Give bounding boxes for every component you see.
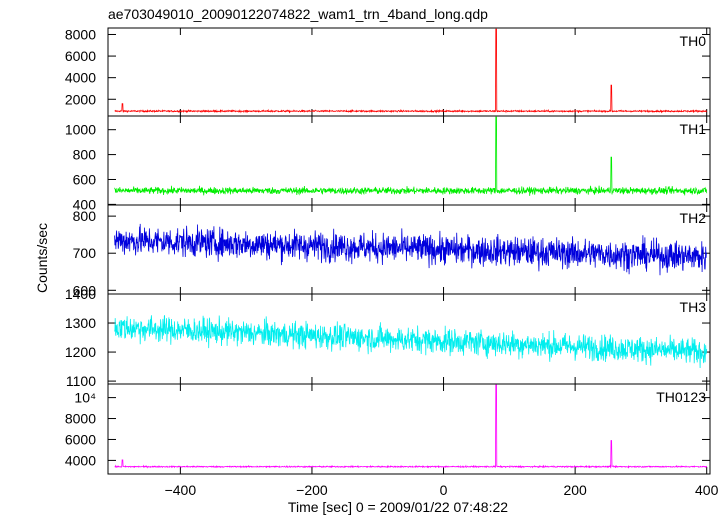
y-tick-label: 1100 bbox=[66, 373, 96, 389]
y-tick-label: 700 bbox=[73, 245, 97, 261]
y-tick-label: 6000 bbox=[65, 48, 96, 64]
y-tick-label: 400 bbox=[73, 196, 97, 212]
panel-label: TH3 bbox=[680, 299, 707, 315]
panel-th1: 400 600 800 1000 TH1 bbox=[65, 115, 711, 212]
panel-frame bbox=[107, 383, 711, 475]
panel-label: TH0123 bbox=[656, 389, 706, 405]
panel-label: TH0 bbox=[680, 33, 707, 49]
y-tick-label: 800 bbox=[73, 208, 97, 224]
x-tick-label: 200 bbox=[563, 482, 587, 498]
y-tick-label: 1000 bbox=[65, 122, 96, 138]
y-tick-label: 1400 bbox=[65, 286, 96, 302]
series-th3 bbox=[114, 315, 708, 369]
y-tick-label: 1200 bbox=[65, 344, 96, 360]
panel-label: TH2 bbox=[680, 210, 707, 226]
y-tick-label: 800 bbox=[73, 147, 97, 163]
x-tick-label: −200 bbox=[296, 482, 328, 498]
panel-label: TH1 bbox=[680, 121, 707, 137]
y-tick-label: 8000 bbox=[65, 411, 96, 427]
panel-th3: 1100 1200 1300 1400 TH3 bbox=[65, 286, 711, 389]
panel-th0123: 4000 6000 8000 10⁴ TH0123 bbox=[65, 383, 711, 475]
y-axis-label: Counts/sec bbox=[34, 223, 50, 293]
y-tick-label: 4000 bbox=[65, 452, 96, 468]
x-tick-label: 0 bbox=[440, 482, 448, 498]
y-tick-label: 600 bbox=[73, 171, 97, 187]
x-tick-label: 400 bbox=[695, 482, 719, 498]
series-th0 bbox=[114, 28, 708, 114]
x-axis-label: Time [sec] 0 = 2009/01/22 07:48:22 bbox=[288, 499, 508, 515]
series-th0123 bbox=[114, 384, 708, 469]
y-tick-label: 4000 bbox=[65, 70, 96, 86]
y-tick-label: 600 bbox=[73, 282, 97, 298]
panel-th2: 600 700 800 TH2 bbox=[73, 204, 711, 298]
x-tick-label: −400 bbox=[165, 482, 197, 498]
y-tick-label: 8000 bbox=[65, 26, 96, 42]
panel-frame bbox=[107, 27, 711, 117]
chart-title: ae703049010_20090122074822_wam1_trn_4ban… bbox=[108, 6, 488, 22]
panel-th0: 2000 4000 6000 8000 TH0 bbox=[65, 26, 711, 117]
y-tick-label: 1300 bbox=[65, 315, 96, 331]
y-tick-label: 6000 bbox=[65, 431, 96, 447]
y-tick-label: 10⁴ bbox=[74, 390, 96, 406]
series-th2 bbox=[114, 223, 708, 276]
series-th1 bbox=[114, 116, 708, 196]
y-tick-label: 2000 bbox=[65, 91, 96, 107]
